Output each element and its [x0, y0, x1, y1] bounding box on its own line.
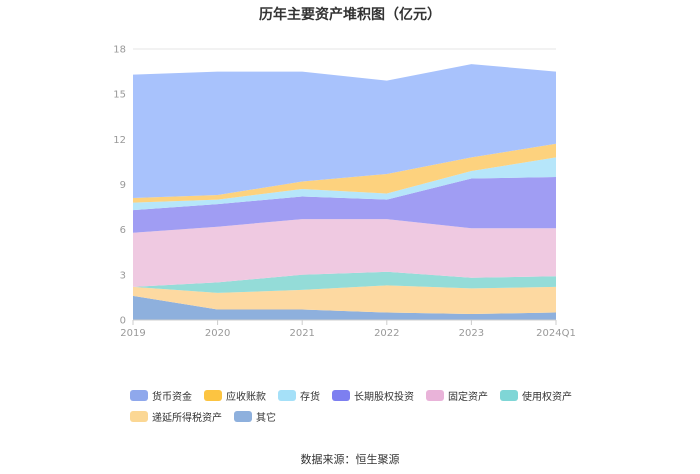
legend-swatch — [332, 389, 350, 401]
legend: 货币资金 应收账款 存货 长期股权投资 固定资产 使用权资产递延所得税资产 其它 — [130, 389, 590, 424]
legend-swatch — [278, 389, 296, 401]
legend-swatch — [500, 389, 518, 401]
x-tick-label: 2020 — [205, 328, 230, 339]
x-tick-label: 2024Q1 — [536, 328, 576, 339]
x-axis: 2019 2020 2021 2022 2023 2024Q1 — [120, 319, 576, 339]
y-tick-label: 18 — [113, 45, 126, 56]
area-2 — [133, 285, 556, 314]
y-tick-label: 12 — [113, 135, 126, 146]
x-tick-label: 2022 — [374, 328, 399, 339]
area-3 — [133, 271, 556, 293]
area-8 — [133, 64, 556, 198]
legend-label: 存货 — [300, 391, 320, 403]
data-source: 数据来源：恒生聚源 — [300, 453, 400, 466]
legend-swatch — [130, 389, 148, 401]
legend-label: 递延所得税资产 — [152, 412, 222, 424]
area-1 — [133, 295, 556, 320]
legend-item[interactable]: 固定资产 — [426, 389, 488, 403]
legend-item[interactable]: 长期股权投资 — [332, 389, 414, 403]
legend-label: 使用权资产 — [522, 391, 572, 403]
x-tick-label: 2021 — [289, 328, 314, 339]
legend-item[interactable]: 其它 — [234, 410, 276, 424]
legend-item[interactable]: 递延所得税资产 — [130, 410, 222, 424]
y-tick-label: 6 — [120, 225, 126, 236]
area-4 — [133, 219, 556, 287]
x-tick-label: 2023 — [459, 328, 484, 339]
legend-swatch — [204, 389, 222, 401]
y-tick-label: 9 — [120, 180, 126, 191]
y-tick-label: 15 — [113, 90, 126, 101]
x-tick-label: 2019 — [120, 328, 145, 339]
chart-title: 历年主要资产堆积图（亿元） — [259, 7, 441, 23]
legend-label: 其它 — [256, 412, 276, 424]
legend-item[interactable]: 使用权资产 — [500, 389, 572, 403]
legend-swatch — [130, 410, 148, 422]
area-7 — [133, 143, 556, 203]
legend-label: 应收账款 — [226, 391, 266, 403]
legend-label: 固定资产 — [448, 391, 488, 403]
legend-label: 货币资金 — [152, 391, 192, 403]
legend-swatch — [234, 410, 252, 422]
area-5 — [133, 177, 556, 233]
legend-label: 长期股权投资 — [354, 391, 414, 403]
legend-item[interactable]: 货币资金 — [130, 389, 192, 403]
area-series — [133, 64, 556, 320]
y-axis: 0 3 6 9 12 15 18 — [113, 45, 126, 327]
y-tick-label: 0 — [120, 316, 126, 327]
legend-item[interactable]: 存货 — [278, 389, 320, 403]
area-6 — [133, 157, 556, 211]
y-tick-label: 3 — [120, 270, 126, 281]
legend-item[interactable]: 应收账款 — [204, 389, 266, 403]
legend-swatch — [426, 389, 444, 401]
